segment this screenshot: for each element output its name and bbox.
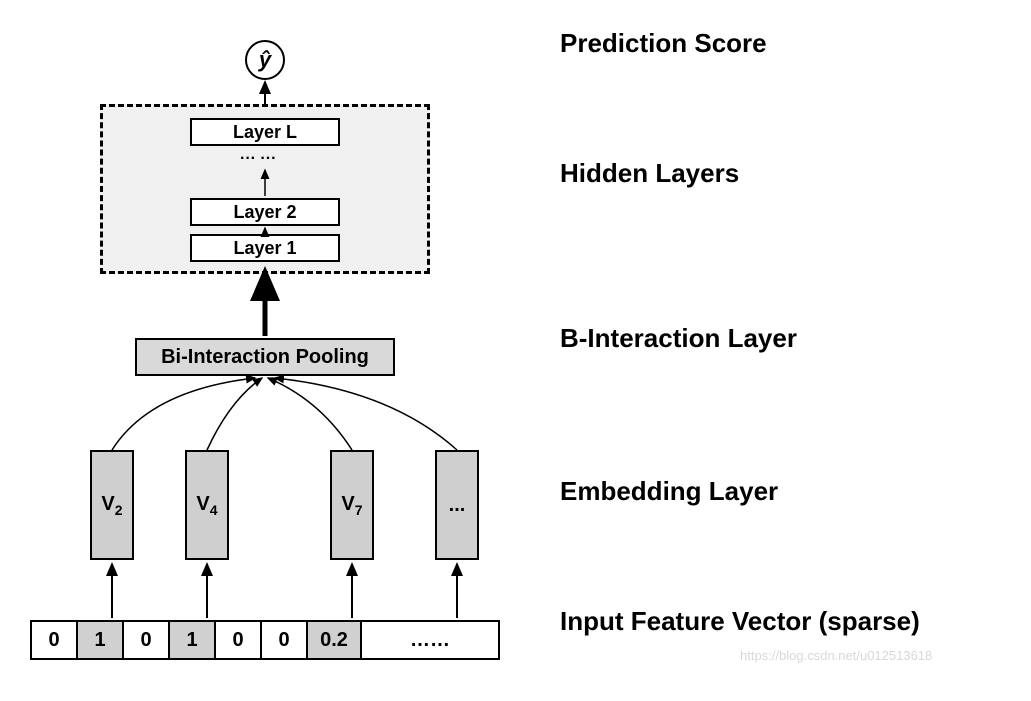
input-cell: …… bbox=[360, 620, 500, 660]
embedding-v7: V7 bbox=[330, 450, 374, 560]
input-cell: 0 bbox=[214, 620, 262, 660]
bi-interaction-label: Bi-Interaction Pooling bbox=[161, 346, 369, 369]
section-label: Hidden Layers bbox=[560, 158, 739, 189]
output-symbol: ŷ bbox=[259, 47, 271, 73]
bi-interaction-box: Bi-Interaction Pooling bbox=[135, 338, 395, 376]
input-cell: 0.2 bbox=[306, 620, 362, 660]
input-cell: 1 bbox=[168, 620, 216, 660]
nfm-architecture-diagram: Layer L ··· ··· Layer 2 Layer 1 ŷ Bi-Int… bbox=[30, 20, 530, 680]
layer-2: Layer 2 bbox=[190, 198, 340, 226]
input-cell: 0 bbox=[260, 620, 308, 660]
input-cell: 0 bbox=[122, 620, 170, 660]
layer-1: Layer 1 bbox=[190, 234, 340, 262]
layer-label: Layer 2 bbox=[233, 202, 296, 223]
section-label: Prediction Score bbox=[560, 28, 767, 59]
input-vector: 0101000.2…… bbox=[30, 620, 500, 660]
input-cell: 0 bbox=[30, 620, 78, 660]
embedding-ellipsis: ... bbox=[435, 450, 479, 560]
embedding-v4: V4 bbox=[185, 450, 229, 560]
output-node: ŷ bbox=[245, 40, 285, 80]
side-labels: Prediction Score Hidden Layers B-Interacti… bbox=[560, 0, 1020, 701]
embedding-v2: V2 bbox=[90, 450, 134, 560]
layer-label: Layer L bbox=[233, 122, 297, 143]
input-cell: 1 bbox=[76, 620, 124, 660]
watermark: https://blog.csdn.net/u012513618 bbox=[740, 648, 932, 663]
layers-ellipsis: ··· ··· bbox=[240, 150, 276, 168]
section-label: Embedding Layer bbox=[560, 476, 778, 507]
layer-label: Layer 1 bbox=[233, 238, 296, 259]
section-label: B-Interaction Layer bbox=[560, 323, 797, 354]
layer-L: Layer L bbox=[190, 118, 340, 146]
section-label: Input Feature Vector (sparse) bbox=[560, 606, 920, 637]
